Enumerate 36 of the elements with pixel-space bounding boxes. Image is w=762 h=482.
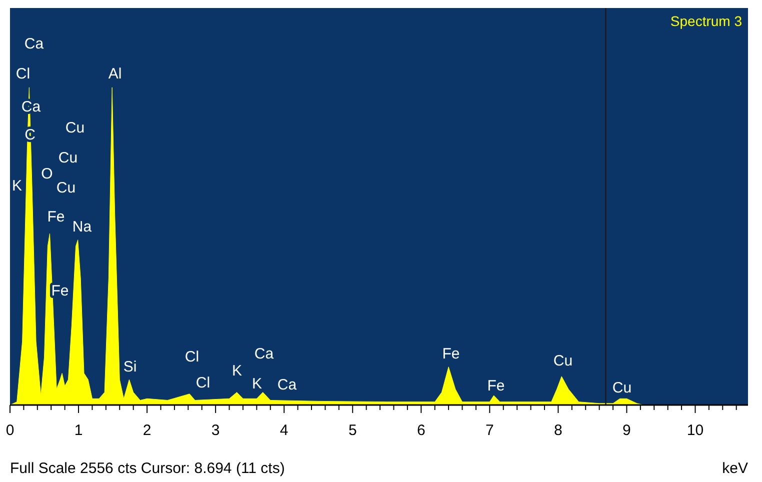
annotation: Fe — [51, 282, 69, 300]
annotation: Ca — [277, 376, 298, 394]
x-tick-label: 8 — [554, 422, 562, 439]
annotation: Fe — [487, 377, 505, 394]
annotation: Cu — [58, 149, 78, 166]
text: Full Scale 2556 cts Cursor: 8.694 (11 cts) — [10, 460, 285, 477]
annotation: Si — [123, 358, 137, 376]
x-axis-title: keV — [722, 460, 748, 477]
x-tick-label: 2 — [142, 422, 152, 439]
annotation: Cl — [184, 348, 200, 366]
annotation: Cl — [196, 374, 210, 392]
annotation: O — [41, 165, 53, 182]
annotation: Ca — [254, 345, 274, 362]
x-tick-label: 3 — [211, 422, 220, 439]
x-tick-label: 0 — [6, 422, 14, 439]
x-tick-label: 1 — [74, 422, 83, 439]
annotation: Cu — [612, 379, 632, 396]
text: Cl — [16, 65, 30, 82]
annotation: Fe — [47, 208, 65, 226]
x-tick-label: 6 — [416, 422, 426, 439]
text: Ca — [24, 35, 44, 52]
annotation: K — [252, 375, 262, 392]
annotation: Cu — [56, 179, 76, 196]
x-tick-label: 4 — [280, 422, 288, 439]
annotation: K — [12, 177, 22, 194]
chart-title: Spectrum 3 — [670, 13, 742, 29]
annotation: Cu — [553, 352, 573, 370]
annotation: Cu — [65, 119, 85, 136]
text: Al — [108, 65, 122, 82]
annotation: Na — [72, 218, 92, 236]
x-tick-label: 5 — [348, 422, 357, 439]
x-tick-label: 10 — [686, 422, 704, 439]
annotation: K — [232, 362, 242, 380]
x-tick-label: 7 — [485, 422, 494, 439]
x-tick-label: 9 — [622, 422, 631, 439]
annotation: Fe — [442, 345, 460, 362]
